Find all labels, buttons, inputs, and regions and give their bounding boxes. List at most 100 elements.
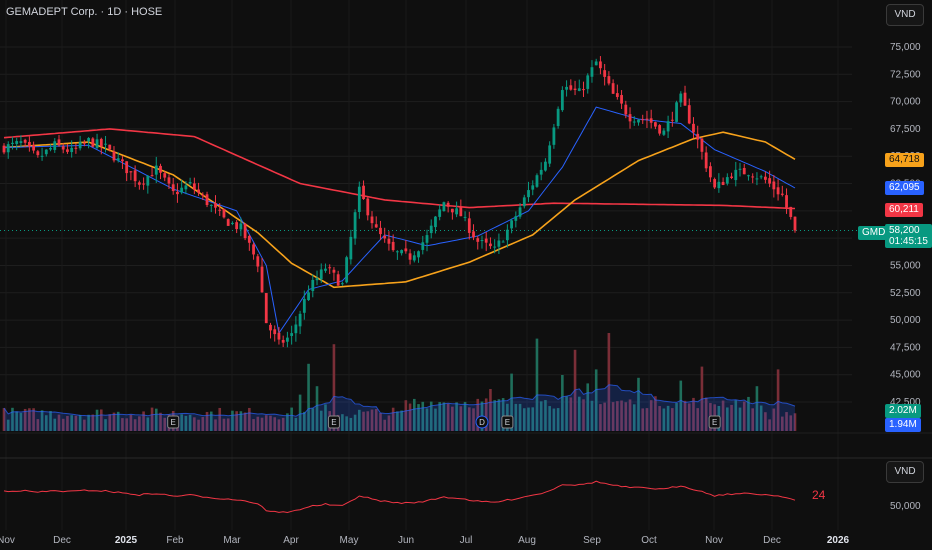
candle-body[interactable]	[362, 185, 365, 200]
candle-body[interactable]	[560, 90, 564, 111]
candle-body[interactable]	[44, 149, 48, 155]
candle-body[interactable]	[675, 102, 678, 122]
candle-body[interactable]	[205, 194, 209, 206]
candle-body[interactable]	[307, 292, 310, 301]
candle-body[interactable]	[501, 241, 505, 243]
candle-body[interactable]	[548, 145, 552, 164]
candle-body[interactable]	[66, 149, 69, 152]
candle-body[interactable]	[70, 147, 74, 153]
candle-body[interactable]	[434, 216, 437, 228]
candle-body[interactable]	[108, 144, 112, 150]
candle-body[interactable]	[489, 243, 492, 247]
earnings-marker[interactable]	[501, 415, 514, 429]
candle-body[interactable]	[290, 333, 294, 336]
candle-body[interactable]	[725, 177, 729, 184]
candle-body[interactable]	[590, 67, 594, 77]
candle-body[interactable]	[493, 246, 497, 248]
earnings-marker[interactable]	[167, 415, 180, 429]
candle-body[interactable]	[459, 206, 463, 217]
candle-body[interactable]	[294, 324, 298, 334]
candle-body[interactable]	[683, 92, 687, 106]
candle-body[interactable]	[222, 208, 226, 218]
candle-body[interactable]	[53, 141, 57, 150]
candle-body[interactable]	[649, 118, 653, 123]
candle-body[interactable]	[535, 175, 539, 187]
candle-body[interactable]	[184, 185, 188, 190]
candle-body[interactable]	[679, 93, 683, 103]
candle-body[interactable]	[324, 268, 327, 271]
candle-body[interactable]	[556, 108, 560, 126]
indicator-pane[interactable]: 24 50,000	[3, 480, 921, 514]
candle-body[interactable]	[36, 151, 40, 156]
candle-body[interactable]	[582, 89, 585, 91]
candle-body[interactable]	[201, 194, 205, 196]
candle-body[interactable]	[793, 216, 797, 231]
candle-body[interactable]	[505, 229, 509, 241]
candle-body[interactable]	[666, 121, 670, 132]
candle-body[interactable]	[6, 144, 10, 153]
candle-body[interactable]	[192, 183, 196, 190]
candle-body[interactable]	[146, 175, 150, 186]
candle-body[interactable]	[74, 147, 78, 149]
candle-body[interactable]	[32, 144, 36, 151]
candle-body[interactable]	[654, 122, 657, 127]
candle-body[interactable]	[104, 143, 107, 145]
candle-body[interactable]	[264, 293, 268, 324]
candle-body[interactable]	[446, 202, 450, 207]
candle-body[interactable]	[704, 152, 708, 169]
candle-body[interactable]	[755, 178, 759, 180]
candle-body[interactable]	[357, 186, 361, 212]
candle-body[interactable]	[197, 189, 200, 193]
candle-body[interactable]	[421, 242, 425, 250]
candle-body[interactable]	[239, 223, 243, 230]
candle-body[interactable]	[552, 127, 556, 145]
candle-body[interactable]	[687, 105, 691, 124]
candle-body[interactable]	[27, 141, 31, 147]
candle-body[interactable]	[442, 202, 446, 212]
candle-body[interactable]	[628, 114, 632, 122]
candle-body[interactable]	[336, 274, 340, 286]
candle-body[interactable]	[611, 83, 615, 94]
candle-body[interactable]	[150, 175, 154, 177]
candle-body[interactable]	[2, 145, 6, 153]
candle-body[interactable]	[696, 133, 700, 140]
candle-body[interactable]	[176, 191, 179, 195]
candle-body[interactable]	[670, 119, 674, 121]
candle-body[interactable]	[366, 198, 370, 216]
candle-body[interactable]	[763, 176, 767, 180]
candle-body[interactable]	[713, 179, 717, 188]
candle-body[interactable]	[159, 165, 162, 173]
candle-body[interactable]	[87, 138, 90, 142]
candle-body[interactable]	[328, 267, 332, 269]
earnings-marker[interactable]	[708, 415, 721, 429]
candle-body[interactable]	[345, 257, 349, 283]
candle-body[interactable]	[383, 235, 387, 239]
candle-body[interactable]	[395, 251, 399, 253]
candle-body[interactable]	[142, 183, 145, 185]
candle-body[interactable]	[599, 61, 602, 69]
candle-body[interactable]	[99, 138, 103, 147]
candle-body[interactable]	[531, 185, 535, 190]
candle-body[interactable]	[256, 256, 260, 267]
candle-body[interactable]	[180, 187, 184, 193]
candle-body[interactable]	[717, 181, 721, 189]
candle-body[interactable]	[171, 184, 175, 192]
candle-body[interactable]	[603, 70, 607, 77]
candle-body[interactable]	[429, 225, 433, 234]
candle-body[interactable]	[412, 255, 416, 261]
candle-body[interactable]	[751, 176, 755, 178]
candle-body[interactable]	[95, 139, 99, 148]
candle-body[interactable]	[391, 241, 395, 251]
candle-body[interactable]	[286, 337, 289, 342]
candle-body[interactable]	[133, 170, 137, 182]
dividend-marker[interactable]	[475, 415, 489, 429]
candle-body[interactable]	[370, 216, 374, 224]
candle-body[interactable]	[112, 151, 116, 161]
candle-body[interactable]	[780, 193, 784, 195]
candle-body[interactable]	[615, 93, 619, 97]
candle-body[interactable]	[121, 159, 124, 162]
candle-body[interactable]	[425, 235, 429, 243]
candle-body[interactable]	[484, 238, 488, 243]
candle-body[interactable]	[116, 158, 120, 161]
